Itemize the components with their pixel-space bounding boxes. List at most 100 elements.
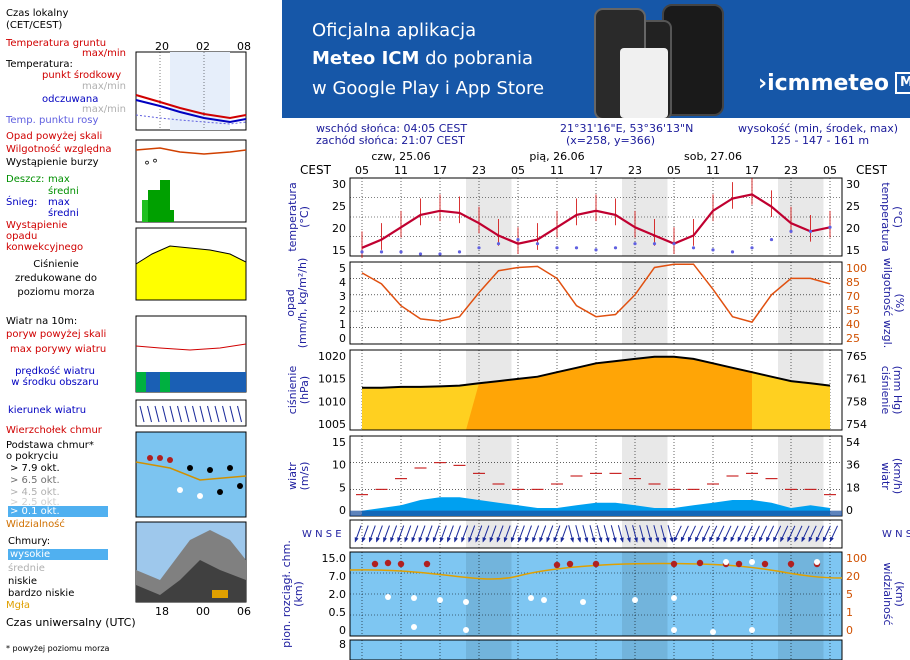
legend-clouds: Chmury: [8, 536, 51, 547]
tick-r: 100 [846, 552, 867, 565]
night-band [778, 640, 824, 660]
wind-arrow-head [773, 536, 778, 543]
mini-bottom-hour: 00 [196, 605, 210, 618]
cloud-base-dot [723, 559, 729, 565]
cloud-base-dot [671, 627, 677, 633]
wind-arrow-head [539, 537, 544, 543]
tick-l: 1 [339, 318, 346, 331]
hour-label: 11 [394, 164, 408, 177]
legend-cl-low: niskie [8, 576, 38, 587]
legend-cloud-base: Podstawa chmur* o pokryciu [6, 440, 94, 462]
mini-wind-arrow [214, 405, 220, 423]
wind-arrow-head [560, 537, 565, 543]
wind-arrow-icon [560, 525, 568, 543]
cloud-top-dot [553, 561, 561, 569]
wind-arrow-icon [454, 525, 461, 543]
wind-arrow-head [758, 536, 763, 543]
wind-arrow-icon [610, 525, 617, 543]
legend-visibility: Widzialność [6, 519, 65, 530]
cloud-base-dot [385, 594, 391, 600]
wind-arrow-head [829, 536, 834, 543]
tick-l: 7.0 [329, 570, 347, 583]
tz-left: CEST [300, 163, 332, 177]
wind-arrow-icon [404, 525, 412, 543]
dew-point-dot [496, 242, 501, 246]
compass-left: W N S E [302, 529, 342, 540]
wind-arrow-icon [368, 525, 376, 543]
wind-arrow-head [730, 536, 735, 543]
wind-arrow-head [808, 536, 813, 543]
night-band [466, 640, 512, 660]
axis-label-text: wiatr [286, 462, 299, 490]
wind-arrow-head [411, 537, 416, 543]
cloud-base-dot [411, 624, 417, 630]
legend-temperature: Temperatura: [6, 59, 73, 70]
wind-arrow-head [489, 537, 494, 543]
dew-point-dot [672, 242, 676, 246]
dew-point-dot [418, 252, 423, 256]
tick-l: 30 [332, 178, 346, 191]
wind-arrow-icon [496, 525, 504, 543]
cloud-base-dot [749, 559, 755, 565]
legend-humidity: Wilgotność względna [6, 144, 112, 155]
wind-arrow-icon [773, 525, 782, 543]
day-label: czw, 25.06 [371, 150, 430, 163]
wind-arrow-head [694, 536, 699, 543]
banner-line-3: w Google Play i App Store [312, 78, 545, 99]
wind-arrow-head [822, 536, 827, 543]
cloud-base-dot [814, 559, 820, 565]
legend-temp-maxmin: max/min [82, 81, 127, 92]
dew-point-dot [633, 242, 637, 246]
axis-label: (mm Hg)ciśnienie [879, 366, 904, 415]
wind-arrow-head [439, 537, 444, 543]
legend-okt-45: > 4.5 okt. [10, 487, 60, 498]
extra-tick: 8 [339, 638, 346, 651]
wind-arrow-icon [794, 525, 803, 543]
wind-arrow-head [496, 537, 501, 543]
night-band [466, 262, 512, 344]
night-band [622, 262, 668, 344]
legend-cl-vlow: bardzo niskie [8, 588, 75, 599]
axis-label-text: temperatura [286, 182, 299, 251]
wind-arrow-head [518, 537, 522, 543]
cloud-top-dot [592, 560, 600, 568]
axis-label-text: (°C) [891, 206, 904, 228]
tick-l: 15 [332, 436, 346, 449]
wind-arrow-icon [390, 525, 398, 543]
wind-arrow-icon [801, 525, 810, 543]
icm-logo[interactable]: › icmmeteo M° [758, 70, 910, 96]
axis-label-text: wilgotność wzgl. [881, 258, 894, 348]
tick-r: 0 [846, 504, 853, 517]
app-banner[interactable]: Oficjalna aplikacja Meteo ICM do pobrani… [282, 0, 910, 118]
wind-arrow-head [680, 536, 685, 543]
wind-arrow-icon [510, 525, 518, 543]
legend-okt-79: > 7.9 okt. [10, 463, 60, 474]
night-band [622, 520, 668, 548]
mini-cloud-dot [197, 493, 203, 499]
tick-r: 25 [846, 200, 860, 213]
tick-r: 40 [846, 318, 860, 331]
tick-l: 25 [332, 200, 346, 213]
cloud-top-dot [761, 560, 769, 568]
axis-label-text: (mm Hg) [891, 366, 904, 415]
dew-point-dot [535, 242, 540, 246]
wind-arrow-icon [702, 525, 711, 543]
wind-arrow-icon [780, 525, 789, 543]
legend-utc: Czas uniwersalny (UTC) [6, 616, 136, 629]
wind-arrow-icon [503, 525, 511, 543]
wind-arrow-icon [639, 525, 645, 543]
cloud-base-dot [580, 599, 586, 605]
tick-r: 761 [846, 373, 867, 386]
cloud-top-dot [787, 560, 795, 568]
cloud-top-dot [423, 560, 431, 568]
wind-arrow-head [461, 537, 466, 543]
wind-arrow-head [425, 537, 430, 543]
wind-arrow-icon [489, 525, 497, 543]
wind-arrow-icon [822, 525, 831, 543]
mini-top-hour: 20 [155, 40, 169, 53]
visibility-line [349, 562, 843, 580]
wind-arrow-icon [383, 525, 390, 543]
wind-arrow-icon [758, 525, 767, 543]
dew-point-dot [574, 246, 579, 250]
wind-arrow-icon [787, 525, 796, 543]
